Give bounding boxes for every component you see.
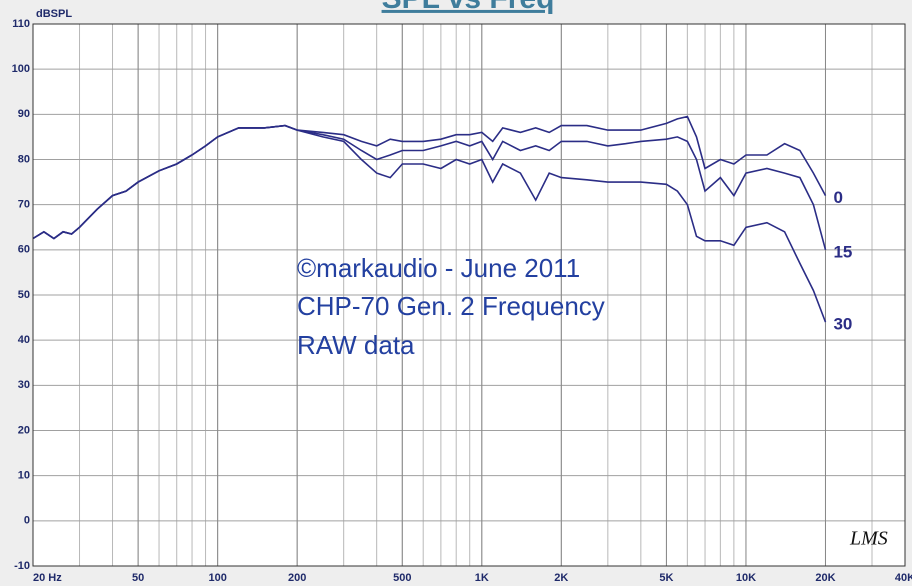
x-tick-label: 50 — [132, 572, 144, 584]
y-tick-label: 70 — [18, 199, 30, 211]
x-tick-label: 10K — [736, 572, 756, 584]
y-tick-label: 60 — [18, 244, 30, 256]
y-tick-label: 0 — [24, 515, 30, 527]
series-label: 30 — [833, 315, 852, 334]
x-tick-label: 2K — [554, 572, 568, 584]
y-tick-label: 10 — [18, 470, 30, 482]
y-tick-label: 20 — [18, 424, 30, 436]
grid — [32, 23, 906, 567]
x-tick-label: 500 — [393, 572, 411, 584]
annotation: ©markaudio - June 2011 — [297, 253, 580, 283]
y-tick-label: 50 — [18, 289, 30, 301]
y-tick-label: 40 — [18, 334, 30, 346]
y-tick-label: -10 — [14, 560, 30, 572]
chart-title: SPL vs Freq — [382, 0, 555, 15]
x-tick-label: 5K — [659, 572, 673, 584]
y-tick-label: 80 — [18, 153, 30, 165]
y-tick-label: 110 — [12, 18, 30, 30]
x-tick-label: 200 — [288, 572, 306, 584]
x-tick-label: 20 Hz — [33, 572, 62, 584]
plot-border — [32, 23, 906, 567]
series-line — [32, 124, 827, 323]
series-group — [32, 115, 827, 323]
series-label: 0 — [833, 188, 842, 207]
y-axis-label: dBSPL — [36, 8, 72, 20]
watermark: LMS — [849, 528, 888, 550]
x-tick-label: 1K — [475, 572, 489, 584]
y-tick-label: 100 — [12, 63, 30, 75]
x-tick-label: 100 — [208, 572, 226, 584]
x-tick-label: 20K — [815, 572, 835, 584]
annotation: CHP-70 Gen. 2 Frequency — [297, 291, 605, 321]
series-label: 15 — [833, 242, 852, 261]
annotation: RAW data — [297, 330, 415, 360]
y-tick-label: 30 — [18, 379, 30, 391]
y-tick-label: 90 — [18, 108, 30, 120]
x-tick-label: 40K — [895, 572, 912, 584]
